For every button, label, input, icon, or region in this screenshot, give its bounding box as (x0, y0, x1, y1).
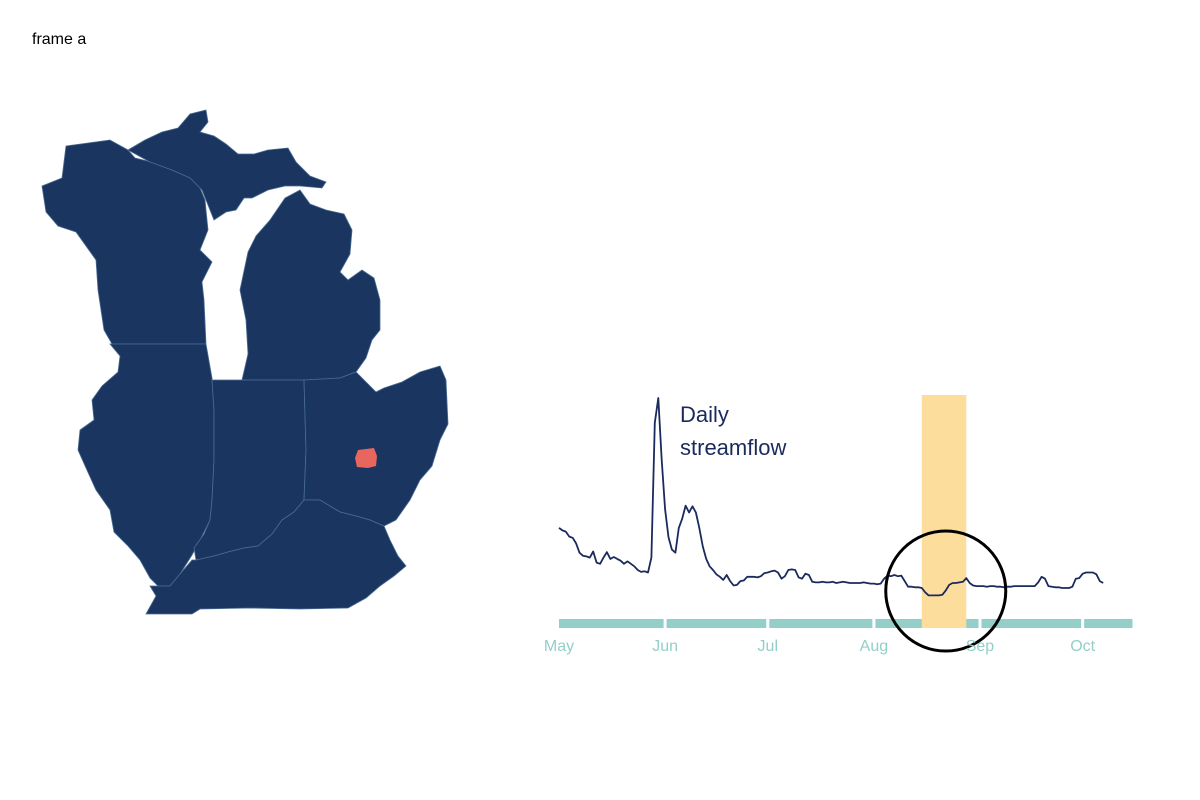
frame-label: frame a (32, 31, 87, 48)
x-tick-label: Aug (860, 638, 888, 655)
timeline-segment (1084, 619, 1133, 628)
timeline-segment (981, 619, 1082, 628)
state-michigan-upper (127, 109, 327, 221)
states-map (41, 109, 449, 615)
site-marker (355, 448, 377, 468)
timeline-bar (559, 619, 1133, 628)
x-tick-label: Jun (652, 638, 678, 655)
x-tick-label: Oct (1070, 638, 1095, 655)
highlight-band-timeline (921, 619, 967, 628)
timeline-segment (769, 619, 873, 628)
x-tick-label: Sep (966, 638, 995, 655)
streamflow-line (558, 397, 1104, 597)
highlight-band (921, 395, 967, 628)
annotation-line-2: streamflow (680, 435, 786, 460)
focus-circle (884, 529, 1008, 653)
x-tick-label: Jul (758, 638, 778, 655)
timeline-segment (666, 619, 767, 628)
timeline-segment (559, 619, 664, 628)
state-kentucky (145, 499, 407, 615)
state-shapes (41, 109, 449, 615)
annotation-line-1: Daily (680, 402, 729, 427)
x-axis-ticks: May Jun Jul Aug Sep Oct (544, 638, 1096, 655)
x-tick-label: May (544, 638, 574, 655)
